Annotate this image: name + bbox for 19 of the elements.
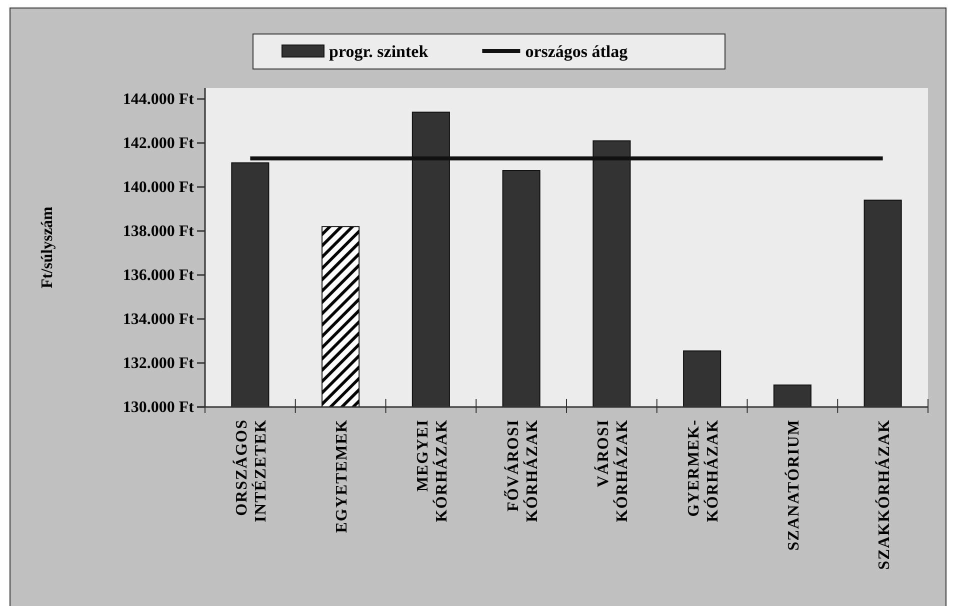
y-tick-label: 142.000 Ft (122, 135, 195, 152)
x-tick-label: ORSZÁGOS INTÉZETEK (232, 419, 270, 522)
x-tick-label: GYERMEK- KÓRHÁZAK (686, 419, 722, 522)
legend-label: progr. szintek (329, 42, 429, 61)
y-tick-label: 136.000 Ft (122, 267, 195, 284)
y-tick-label: 134.000 Ft (122, 311, 195, 328)
y-tick-label: 132.000 Ft (122, 355, 195, 372)
y-tick-label: 138.000 Ft (122, 223, 195, 240)
x-tick-label: MEGYEI KÓRHÁZAK (414, 419, 450, 522)
legend-label: országos átlag (525, 42, 628, 61)
x-tick-label: EGYETEMEK (334, 419, 351, 533)
y-axis-title: Ft/súlyszám (39, 206, 56, 288)
x-tick-label: FŐVÁROSI KÓRHÁZAK (504, 419, 541, 522)
x-tick-label: VÁROSI KÓRHÁZAK (594, 419, 632, 522)
x-tick-label: SZAKKÓRHÁZAK (874, 419, 893, 570)
y-tick-label: 140.000 Ft (122, 179, 195, 196)
x-tick-label: SZANATÓRIUM (784, 419, 802, 551)
y-tick-label: 144.000 Ft (122, 91, 195, 108)
y-tick-label: 130.000 Ft (122, 399, 195, 416)
